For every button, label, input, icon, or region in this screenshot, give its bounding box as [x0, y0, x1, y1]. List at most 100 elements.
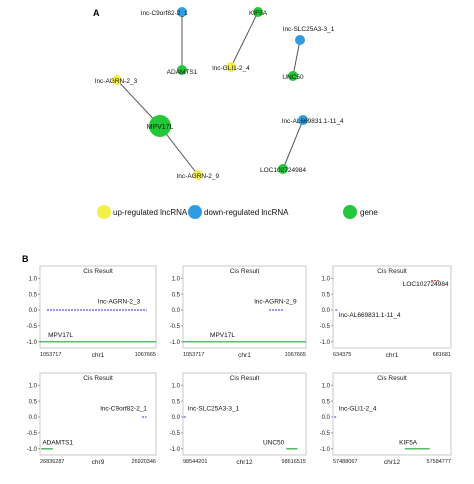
plot-frame: [39, 372, 157, 456]
chromosome-label: chr1: [238, 352, 251, 359]
gene-label: MPV17L: [48, 332, 73, 339]
y-tick-label: 1.0: [172, 276, 181, 282]
plot-frame: [332, 372, 452, 456]
gene-label: LOC102724984: [403, 281, 449, 288]
legend-swatch-down: [188, 205, 202, 219]
y-tick-label: 0.5: [322, 399, 331, 405]
cis-plot-4: Cis Result 1.0 0.5 0.0 -0.5 -1.0 lnc-C9orf82-2…: [27, 372, 157, 466]
y-tick-label: -1.0: [27, 340, 38, 346]
legend-swatch-gene: [343, 205, 357, 219]
y-tick-label: -0.5: [320, 431, 331, 437]
chromosome-label: chr1: [92, 352, 105, 359]
x-max-label: 681681: [433, 352, 451, 358]
node-label-agrn3: lnc-AGRN-2_3: [95, 78, 138, 85]
node-agrn3: [112, 75, 122, 85]
node-unc50: [288, 71, 298, 81]
plot-title: Cis Result: [230, 268, 260, 275]
cis-result-plots: Cis Result 1.0 0.5 0.0 -0.5 -1.0 lnc-AGRN-2_3 M…: [27, 265, 452, 466]
y-tick-label: 1.0: [172, 383, 181, 389]
y-tick-label: 0.0: [29, 308, 38, 314]
y-tick-label: -1.0: [320, 340, 331, 346]
network-nodes: lnc-C9orf82-2_1 KIF5A lnc-SLC25A3-3_1 ADAMT…: [95, 7, 344, 180]
node-label-c9orf82: lnc-C9orf82-2_1: [141, 10, 188, 17]
node-label-gli1: lnc-GLI1-2_4: [212, 65, 250, 72]
network-legend: up-regulated lncRNA down-regulated lncRNA…: [97, 205, 378, 219]
network-edges: [116, 11, 304, 176]
x-min-label: 26836287: [40, 459, 64, 465]
network-edge: [282, 119, 304, 170]
lnc-label: lnc-AGRN-2_9: [254, 299, 297, 306]
x-max-label: 1067665: [135, 352, 156, 358]
chromosome-label: chr9: [92, 459, 105, 466]
y-tick-label: 1.0: [322, 383, 331, 389]
gene-label: KIF5A: [399, 439, 418, 446]
y-tick-label: 0.5: [172, 399, 181, 405]
y-tick-label: 0.0: [322, 415, 331, 421]
cis-plot-6: Cis Result 1.0 0.5 0.0 -0.5 -1.0 lnc-GLI1-2_4 K…: [320, 372, 452, 466]
panel-b-cis-results: B Cis Result 1.0 0.5 0.0 -0.5 -1.0 lnc-AGRN-2_…: [22, 254, 452, 466]
node-agrn9: [193, 170, 203, 180]
node-label-al669831: lnc-AL669831.1-11_4: [282, 118, 344, 125]
y-tick-label: 0.0: [322, 308, 331, 314]
gene-label: ADAMTS1: [42, 439, 73, 446]
cis-plot-3: Cis Result 1.0 0.5 0.0 -0.5 -1.0 lnc-AL669831.…: [320, 265, 452, 359]
network-edge: [230, 11, 259, 68]
panel-a-label: A: [93, 8, 100, 18]
x-max-label: 57584777: [427, 459, 451, 465]
y-tick-label: 1.0: [29, 276, 38, 282]
lnc-label: lnc-AL669831.1-11_4: [339, 312, 401, 319]
y-tick-label: -0.5: [170, 324, 181, 330]
node-loc102724984: [278, 164, 288, 174]
y-tick-label: -0.5: [320, 324, 331, 330]
x-min-label: 634375: [333, 352, 351, 358]
plot-frame: [182, 265, 307, 349]
y-tick-label: 0.0: [29, 415, 38, 421]
lnc-label: lnc-C9orf82-2_1: [100, 406, 147, 413]
y-tick-label: 0.5: [29, 399, 38, 405]
plot-frame: [182, 372, 307, 456]
y-tick-label: -0.5: [170, 431, 181, 437]
node-label-unc50: UNC50: [282, 74, 304, 81]
plot-title: Cis Result: [83, 375, 113, 382]
y-tick-label: 0.5: [29, 292, 38, 298]
x-max-label: 98616515: [282, 459, 306, 465]
y-tick-label: -1.0: [27, 447, 38, 453]
node-gli1: [226, 62, 236, 72]
node-label-slc25a3: lnc-SLC25A3-3_1: [283, 26, 335, 33]
cis-plot-1: Cis Result 1.0 0.5 0.0 -0.5 -1.0 lnc-AGRN-2_3 M…: [27, 265, 157, 359]
cis-plot-5: Cis Result 1.0 0.5 0.0 -0.5 -1.0 lnc-SLC25A3-3…: [170, 372, 307, 466]
network-edge: [292, 39, 301, 77]
plot-title: Cis Result: [230, 375, 260, 382]
y-tick-label: -0.5: [27, 431, 38, 437]
y-tick-label: -1.0: [170, 340, 181, 346]
plot-title: Cis Result: [83, 268, 113, 275]
node-kif5a: [253, 7, 263, 17]
x-min-label: 57488067: [333, 459, 357, 465]
node-label-mpv17l: MPV17L: [147, 124, 174, 131]
legend-swatch-up: [97, 205, 111, 219]
y-tick-label: 0.0: [172, 308, 181, 314]
plot-title: Cis Result: [377, 268, 407, 275]
node-label-loc102724984: LOC102724984: [260, 167, 306, 174]
node-mpv17l: [149, 115, 171, 137]
y-tick-label: 1.0: [322, 276, 331, 282]
gene-label: MPV17L: [210, 332, 235, 339]
chromosome-label: chr12: [236, 459, 253, 466]
lnc-label: lnc-GLI1-2_4: [339, 406, 377, 413]
node-label-agrn9: lnc-AGRN-2_9: [177, 173, 220, 180]
node-slc25a3: [295, 35, 305, 45]
x-max-label: 26920346: [132, 459, 156, 465]
y-tick-label: 1.0: [29, 383, 38, 389]
x-min-label: 1053717: [183, 352, 204, 358]
plot-title: Cis Result: [377, 375, 407, 382]
node-c9orf82: [177, 7, 187, 17]
node-al669831: [298, 115, 308, 125]
cis-plot-2: Cis Result 1.0 0.5 0.0 -0.5 -1.0 lnc-AGRN-2_9 M…: [170, 265, 307, 359]
plot-frame: [39, 265, 157, 349]
panel-a-network: A lnc-C9orf82-2_1 KIF5A lnc-SLC25A3-3_1 ADA…: [93, 7, 378, 219]
y-tick-label: 0.5: [322, 292, 331, 298]
panel-b-label: B: [22, 254, 29, 264]
lnc-label: lnc-SLC25A3-3_1: [188, 406, 240, 413]
lnc-label: lnc-AGRN-2_3: [98, 299, 141, 306]
